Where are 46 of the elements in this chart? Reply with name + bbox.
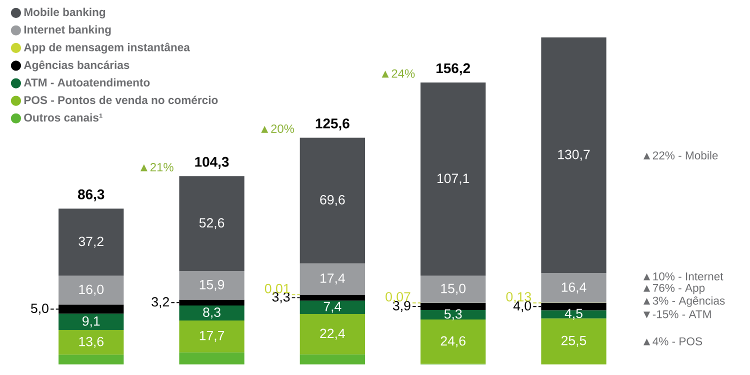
text: ▲22% - Mobile — [643, 151, 718, 160]
data-label: 7,4 — [324, 302, 342, 313]
legend-label: Agências bancárias — [24, 60, 130, 72]
data-label: 52,6 — [199, 218, 224, 230]
legend-label: Mobile banking — [24, 8, 106, 18]
data-label: 4,5 — [564, 308, 582, 320]
legend-label: App de mensagem instantânea — [24, 42, 190, 54]
data-label: 16,4 — [562, 282, 586, 294]
data-label: 13,6 — [79, 336, 104, 348]
annotation: ▲20% — [261, 124, 294, 133]
data-label: 15,0 — [441, 284, 466, 295]
data-label: 25,5 — [561, 336, 586, 347]
data-label: 17,4 — [320, 274, 345, 284]
data-label: 107,1 — [438, 174, 470, 185]
total-label: 104,3 — [195, 156, 229, 169]
data-label: 16,0 — [79, 284, 104, 296]
data-label: 22,4 — [320, 328, 345, 340]
text: ▲4% - POS — [643, 337, 702, 346]
text: ▲3% - Agências — [643, 296, 725, 307]
data-label: 5,0 — [31, 304, 48, 315]
annotation: ▲24% — [382, 69, 415, 78]
data-label: 37,2 — [78, 236, 104, 248]
legend-label: POS - Pontos de venda no comércio — [24, 96, 218, 104]
data-label: 0,13 — [506, 292, 532, 304]
data-label: 5,3 — [444, 309, 462, 320]
total-label: 156,2 — [436, 63, 470, 76]
data-label: 8,3 — [203, 308, 220, 319]
annotation: ▲21% — [140, 162, 174, 172]
text: ▲10% - Internet — [643, 272, 724, 280]
total-label: 125,6 — [316, 118, 350, 130]
data-label: 4,0 — [513, 301, 532, 312]
legend-label: Internet banking — [24, 25, 111, 36]
data-label: 3,2 — [152, 297, 169, 308]
data-label: 0,07 — [386, 292, 410, 304]
data-label: 69,6 — [320, 195, 345, 206]
data-label: 24,6 — [440, 336, 466, 348]
data-label: 3,9 — [392, 300, 410, 312]
text: ▲76% - App — [643, 284, 705, 294]
legend-label: Outros canais¹ — [24, 113, 102, 122]
data-label: 17,7 — [200, 331, 224, 342]
data-label: 15,9 — [200, 280, 224, 291]
data-label: 9,1 — [82, 316, 100, 328]
legend-label: ATM - Autoatendimento — [24, 78, 150, 87]
text: ▼-15% - ATM — [643, 310, 711, 318]
total-label: 86,3 — [78, 189, 104, 202]
data-label: 130,7 — [558, 150, 590, 161]
